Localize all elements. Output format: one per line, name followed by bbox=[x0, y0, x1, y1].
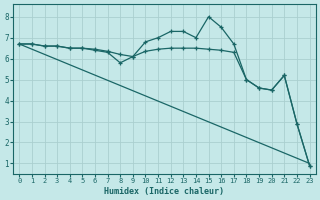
X-axis label: Humidex (Indice chaleur): Humidex (Indice chaleur) bbox=[104, 187, 224, 196]
